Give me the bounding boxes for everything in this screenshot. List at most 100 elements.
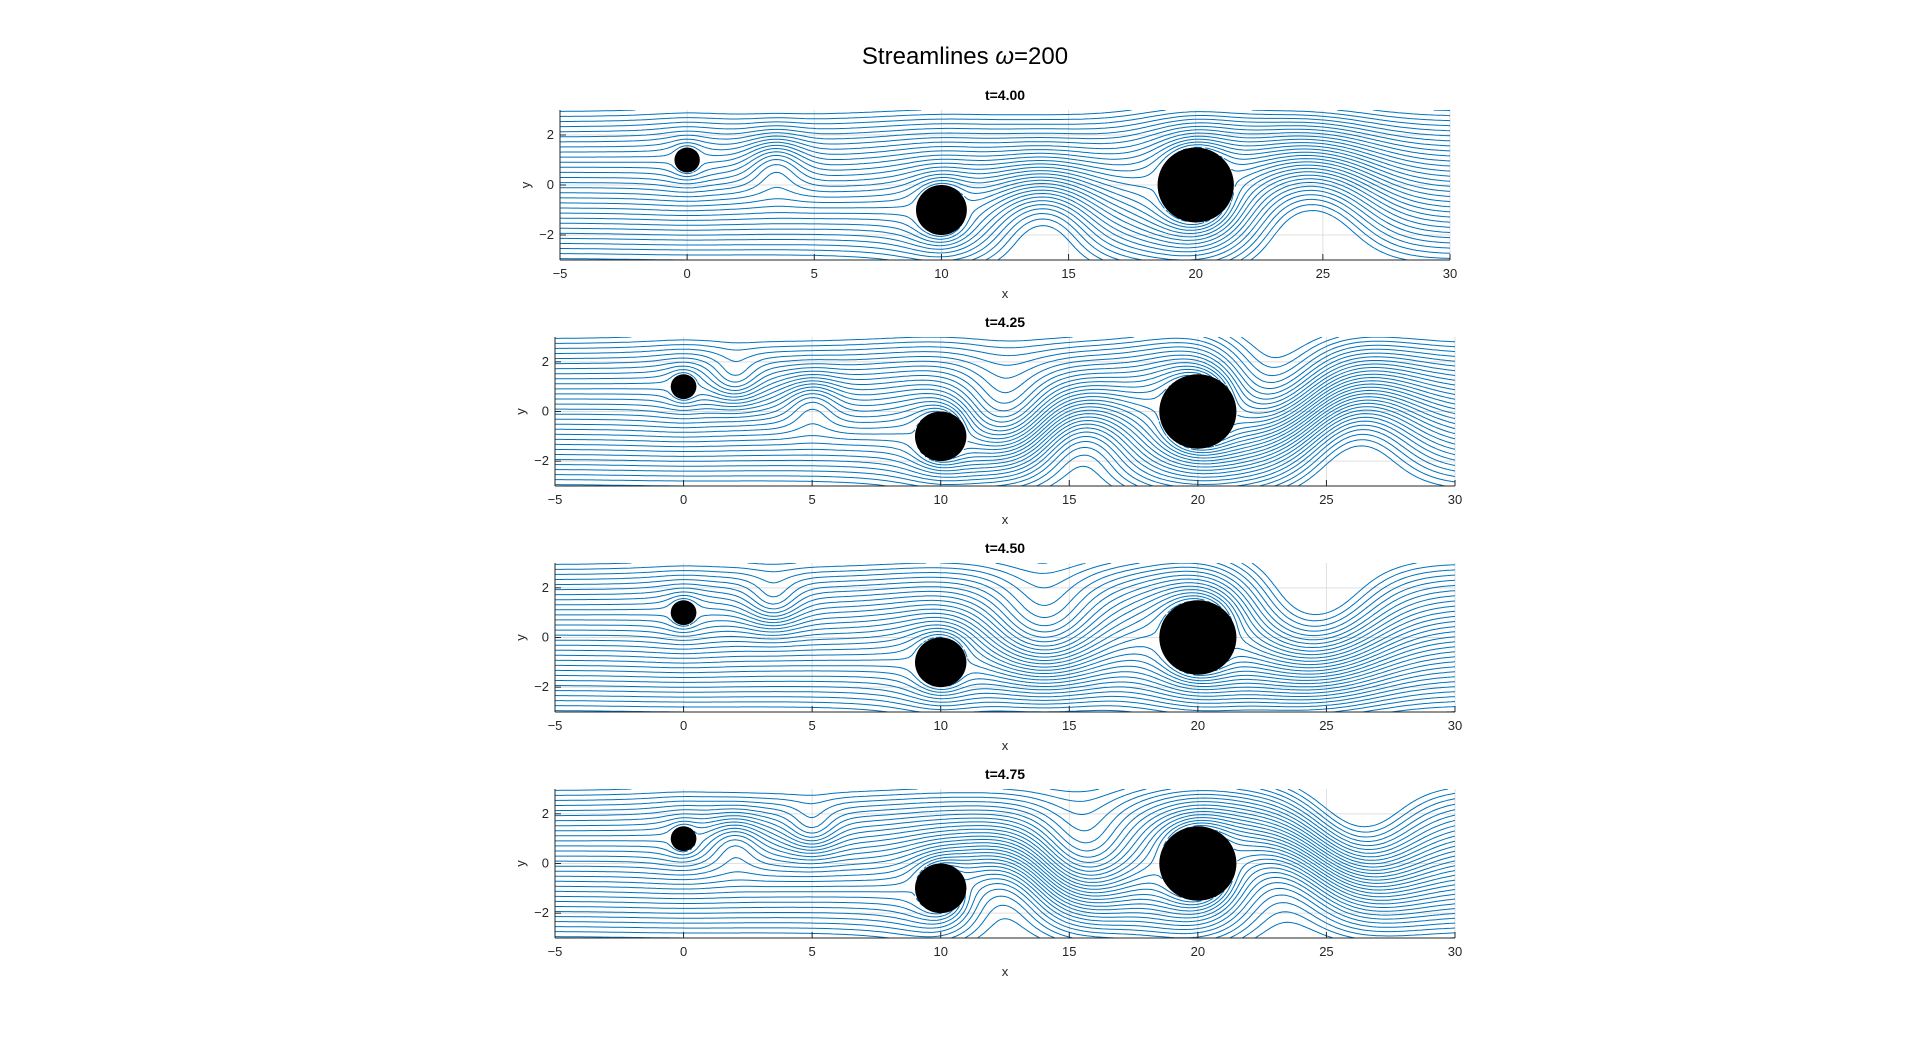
streamline: [1037, 563, 1417, 616]
x-tick-label: 15: [1061, 266, 1075, 281]
streamline: [555, 589, 1455, 662]
obstacle-cylinder: [1159, 374, 1237, 449]
streamline: [560, 111, 1450, 133]
x-tick-label: 20: [1191, 492, 1205, 507]
y-axis-label: y: [513, 634, 528, 641]
x-tick-label: 15: [1062, 944, 1076, 959]
streamline: [555, 864, 1455, 923]
x-tick-label: 0: [680, 492, 687, 507]
x-tick-label: 20: [1188, 266, 1202, 281]
streamline: [555, 636, 1455, 691]
streamline: [555, 342, 1455, 395]
streamline: [555, 627, 1455, 682]
obstacle-cylinder: [915, 411, 967, 462]
y-tick-label: −2: [534, 905, 549, 920]
streamline: [555, 563, 1455, 632]
y-tick-label: 0: [542, 856, 549, 871]
streamline: [560, 161, 1450, 231]
x-tick-label: 30: [1443, 266, 1457, 281]
streamline: [560, 129, 1450, 158]
streamline: [560, 118, 1450, 143]
streamline: [560, 194, 1450, 260]
x-tick-label: 10: [933, 492, 947, 507]
streamline: [555, 827, 1455, 903]
y-tick-label: 0: [547, 177, 554, 192]
streamline: [555, 631, 1455, 685]
streamlines: [560, 110, 1450, 260]
streamline: [560, 141, 1450, 185]
streamline: [555, 814, 1455, 880]
streamline: [555, 429, 1455, 486]
streamline: [555, 601, 1455, 676]
obstacle-cylinder: [670, 600, 697, 626]
y-tick-label: −2: [534, 453, 549, 468]
streamline: [555, 685, 1455, 708]
streamline: [555, 822, 1455, 890]
streamline: [1298, 789, 1449, 828]
streamline: [555, 793, 1455, 854]
obstacle-cylinder: [670, 374, 697, 400]
streamline: [555, 838, 1455, 906]
x-tick-label: 0: [684, 266, 691, 281]
streamline: [555, 888, 1455, 938]
streamline: [555, 858, 1455, 915]
streamlines: [555, 563, 1455, 712]
streamline: [555, 563, 1455, 637]
streamline: [555, 402, 1455, 468]
streamline-panel: −5 0 5 10 15 20 25 30 −2 0 2 t=4.25 x y: [513, 314, 1462, 527]
y-tick-label: −2: [539, 227, 554, 242]
streamline: [555, 416, 1455, 482]
streamline: [555, 380, 1455, 451]
streamline: [555, 862, 1455, 919]
streamline: [555, 570, 1455, 645]
obstacle-cylinder: [1159, 600, 1237, 675]
streamline: [555, 869, 1455, 926]
streamline: [560, 174, 1450, 245]
streamline: [555, 848, 1455, 909]
x-tick-label: 15: [1062, 492, 1076, 507]
streamline: [555, 439, 1455, 486]
streamline: [555, 807, 1455, 872]
streamline: [555, 790, 1455, 850]
streamline: [555, 624, 1455, 679]
streamline: [560, 198, 1450, 260]
x-axis-label: x: [1002, 964, 1009, 979]
streamline: [555, 337, 1455, 383]
streamline: [555, 804, 1455, 868]
streamline: [555, 413, 1455, 478]
streamline: [555, 358, 1455, 414]
streamline: [555, 386, 1455, 454]
streamline: [560, 153, 1450, 225]
streamline: [555, 669, 1455, 697]
x-tick-label: 25: [1319, 718, 1333, 733]
streamline: [555, 789, 1455, 838]
x-tick-label: 10: [934, 266, 948, 281]
streamline-panel: −5 0 5 10 15 20 25 30 −2 0 2 t=4.00 x y: [518, 87, 1457, 301]
streamline: [555, 811, 1455, 876]
streamline: [555, 399, 1455, 465]
streamline: [555, 585, 1455, 659]
streamline: [555, 337, 1339, 368]
streamline: [560, 178, 1450, 249]
x-tick-label: 10: [933, 718, 947, 733]
streamline: [560, 158, 1450, 228]
streamline: [555, 595, 1455, 669]
streamline: [560, 125, 1450, 153]
streamline: [555, 634, 1455, 688]
streamline: [560, 144, 1450, 189]
streamline: [560, 110, 1450, 123]
streamline: [560, 110, 1450, 112]
streamline: [555, 563, 1455, 627]
streamline: [997, 210, 1408, 260]
streamline: [560, 167, 1450, 238]
panel-title: t=4.50: [985, 540, 1025, 556]
x-axis-label: x: [1002, 738, 1009, 753]
streamline: [560, 110, 1450, 128]
streamline-panel: −5 0 5 10 15 20 25 30 −2 0 2 t=4.50 x y: [513, 540, 1462, 753]
y-tick-label: −2: [534, 679, 549, 694]
streamline: [555, 819, 1455, 887]
streamline: [555, 574, 1455, 648]
obstacle-cylinder: [674, 147, 700, 173]
y-tick-label: 0: [542, 630, 549, 645]
x-tick-label: 25: [1319, 492, 1333, 507]
